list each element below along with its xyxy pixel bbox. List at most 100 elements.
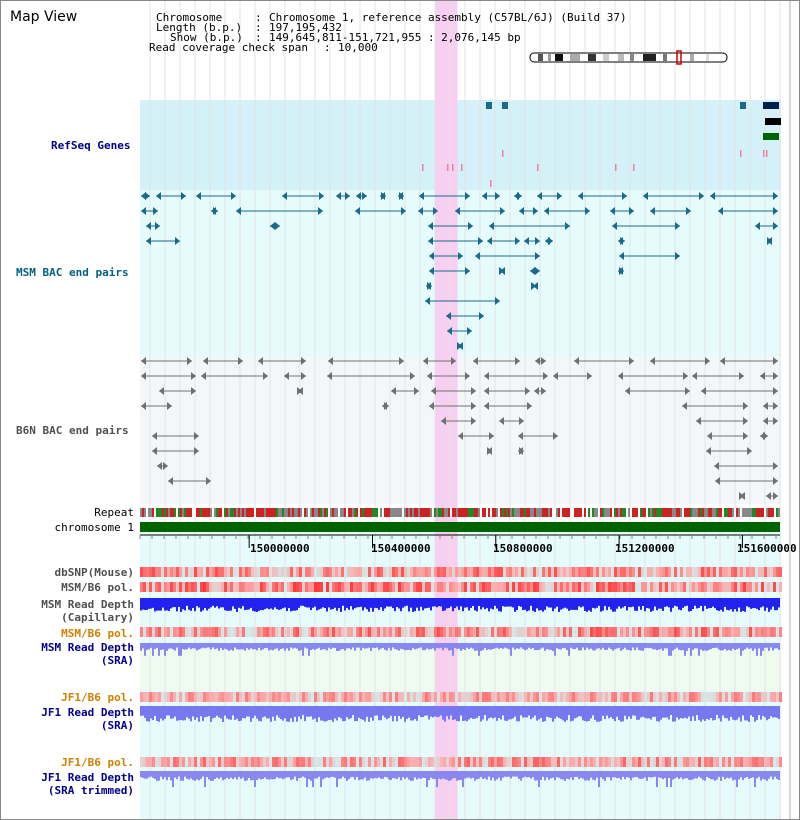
msm-pol-heat	[548, 582, 551, 592]
repeat-block	[302, 508, 304, 517]
track-label-msm-depth-sra[interactable]: MSM Read Depth	[41, 641, 134, 654]
msm-bac-pair-end	[519, 207, 524, 215]
track-label-jf1-depth-sra[interactable]: JF1 Read Depth	[41, 706, 134, 719]
msm-pol-heat	[779, 582, 782, 592]
jf1-pol-heat	[176, 692, 179, 702]
repeat-block	[542, 508, 544, 517]
repeat-block	[756, 508, 758, 517]
msm-pol-sra-heat	[383, 627, 386, 637]
jf1-pol-heat	[200, 692, 203, 702]
msm-pol-sra-heat	[731, 627, 734, 637]
msm-pol-heat	[737, 582, 740, 592]
msm-depth-sra-bar	[288, 643, 290, 651]
jf1-depth-sra-bar	[294, 706, 296, 717]
jf1-pol-trim-heat	[737, 757, 740, 767]
repeat-block	[552, 508, 554, 517]
msm-depth-sra-bar	[644, 643, 646, 649]
msm-depth-cap-bar	[144, 598, 146, 610]
track-label-chromosome[interactable]: chromosome 1	[54, 521, 134, 534]
jf1-depth-sra-bar	[624, 706, 626, 716]
refseq-marker	[740, 150, 742, 157]
msm-pol-sra-heat	[365, 627, 368, 637]
track-label-b6n-bac[interactable]: B6N BAC end pairs	[16, 424, 129, 437]
msm-depth-sra-bar	[484, 643, 486, 648]
chromosome-ideogram[interactable]	[528, 50, 730, 66]
jf1-pol-heat	[152, 692, 155, 702]
dbsnp-heat	[626, 567, 629, 577]
b6n-bac-pair-end	[553, 432, 558, 440]
track-label-jf1-b6-pol-1[interactable]: JF1/B6 pol.	[61, 691, 134, 704]
jf1-pol-trim-heat	[773, 757, 776, 767]
msm-pol-sra-heat	[470, 627, 473, 637]
msm-depth-sra-bar	[382, 643, 384, 648]
vertical-scrollbar[interactable]	[789, 0, 791, 820]
track-label-msm-depth-cap[interactable]: MSM Read Depth	[41, 598, 134, 611]
msm-depth-sra-bar	[746, 643, 748, 648]
track-label-dbsnp[interactable]: dbSNP(Mouse)	[54, 566, 134, 579]
jf1-pol-trim-heat	[458, 757, 461, 767]
repeat-block	[566, 508, 568, 517]
jf1-pol-trim-heat	[200, 757, 203, 767]
jf1-pol-heat	[230, 692, 233, 702]
msm-depth-cap-bar	[696, 598, 698, 609]
jf1-pol-trim-heat	[617, 757, 620, 767]
msm-depth-sra-bar	[444, 643, 446, 648]
msm-pol-heat	[554, 582, 557, 592]
msm-depth-sra-bar	[534, 643, 536, 651]
track-label-refseq[interactable]: RefSeq Genes	[51, 139, 131, 152]
repeat-block	[726, 508, 728, 517]
dbsnp-heat	[695, 567, 698, 577]
msm-depth-sra-bar	[308, 643, 310, 656]
track-label-msm-bac[interactable]: MSM BAC end pairs	[16, 266, 129, 279]
jf1-depth-trim-bar	[414, 771, 416, 778]
msm-bac-pair-end	[447, 327, 452, 335]
track-label-jf1-b6-pol-2[interactable]: JF1/B6 pol.	[61, 756, 134, 769]
track-label-repeat[interactable]: Repeat	[94, 506, 134, 519]
msm-depth-sra-bar	[682, 643, 684, 651]
msm-depth-sra-bar	[546, 643, 548, 650]
msm-bac-pair-end	[535, 237, 540, 245]
repeat-block	[320, 508, 322, 517]
msm-bac-pair-end	[495, 192, 500, 200]
dbsnp-heat	[329, 567, 332, 577]
msm-pol-heat	[641, 582, 644, 592]
jf1-depth-trim-bar	[532, 771, 534, 778]
track-label-msm-b6-pol-1[interactable]: MSM/B6 pol.	[61, 581, 134, 594]
msm-pol-heat	[731, 582, 734, 592]
dbsnp-heat	[332, 567, 335, 577]
jf1-depth-sra-bar	[456, 706, 458, 722]
repeat-block	[634, 508, 636, 517]
repeat-block	[612, 508, 614, 517]
repeat-block	[306, 508, 308, 517]
msm-pol-sra-heat	[665, 627, 668, 637]
jf1-depth-trim-bar	[276, 771, 278, 778]
chromosome-key: Chromosome	[156, 11, 223, 24]
msm-pol-sra-heat	[764, 627, 767, 637]
msm-pol-sra-heat	[326, 627, 329, 637]
msm-depth-sra-bar	[554, 643, 556, 656]
msm-pol-heat	[686, 582, 689, 592]
jf1-pol-trim-heat	[368, 757, 371, 767]
msm-pol-heat	[353, 582, 356, 592]
msm-pol-sra-heat	[209, 627, 212, 637]
jf1-depth-sra-bar	[628, 706, 630, 717]
repeat-block	[488, 508, 490, 517]
jf1-depth-trim-bar	[240, 771, 242, 779]
repeat-block	[356, 508, 358, 517]
jf1-depth-sra-bar	[618, 706, 620, 721]
msm-depth-sra-bar	[450, 643, 452, 651]
msm-depth-sra-bar	[340, 643, 342, 650]
repeat-block	[480, 508, 482, 517]
b6n-bac-track-background	[140, 356, 781, 504]
msm-pol-heat	[161, 582, 164, 592]
msm-depth-sra-bar	[648, 643, 650, 649]
jf1-depth-trim-bar	[296, 771, 298, 781]
repeat-block	[608, 508, 610, 517]
track-label-msm-b6-pol-2[interactable]: MSM/B6 pol.	[61, 627, 134, 640]
track-label-jf1-depth-trim[interactable]: JF1 Read Depth	[41, 771, 134, 784]
msm-depth-cap-bar	[772, 598, 774, 607]
msm-pol-sra-heat	[380, 627, 383, 637]
msm-depth-sra-bar	[402, 643, 404, 650]
refseq-marker	[452, 164, 454, 171]
